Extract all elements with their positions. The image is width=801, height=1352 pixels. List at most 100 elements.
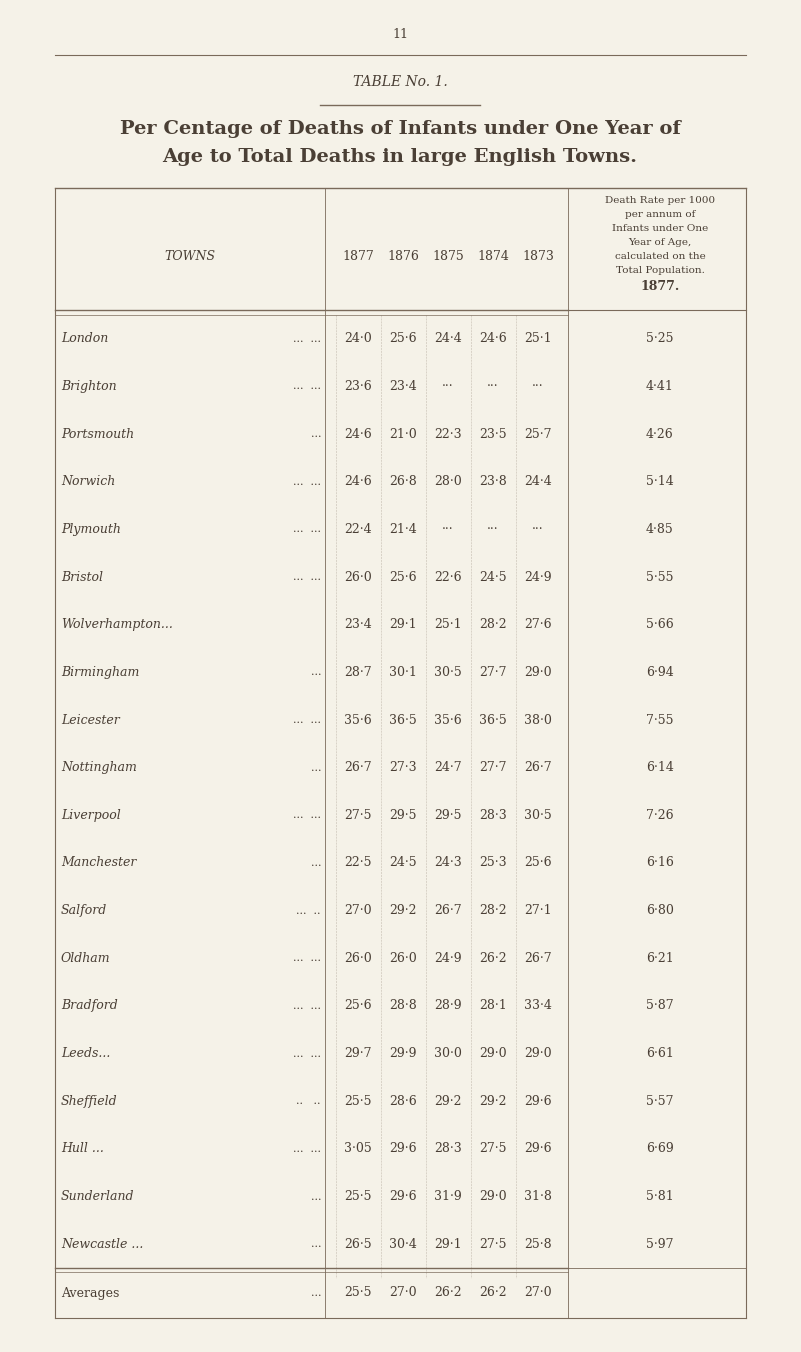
- Text: 28·2: 28·2: [479, 904, 507, 917]
- Text: Bristol: Bristol: [61, 571, 103, 584]
- Text: 26·0: 26·0: [389, 952, 417, 965]
- Text: 26·0: 26·0: [344, 952, 372, 965]
- Text: 26·0: 26·0: [344, 571, 372, 584]
- Text: 27·3: 27·3: [389, 761, 417, 775]
- Text: 29·5: 29·5: [434, 808, 461, 822]
- Text: 1877: 1877: [342, 250, 374, 264]
- Text: 6·80: 6·80: [646, 904, 674, 917]
- Text: Oldham: Oldham: [61, 952, 111, 965]
- Text: 30·5: 30·5: [434, 667, 462, 679]
- Text: 27·6: 27·6: [524, 618, 552, 631]
- Text: ...: ...: [311, 1288, 321, 1298]
- Text: 25·6: 25·6: [389, 333, 417, 345]
- Text: 27·5: 27·5: [344, 808, 372, 822]
- Text: 26·2: 26·2: [479, 1287, 507, 1299]
- Text: 28·1: 28·1: [479, 999, 507, 1013]
- Text: 1876: 1876: [387, 250, 419, 264]
- Text: per annum of: per annum of: [625, 210, 695, 219]
- Text: 30·4: 30·4: [389, 1237, 417, 1251]
- Text: 36·5: 36·5: [389, 714, 417, 726]
- Text: 31·8: 31·8: [524, 1190, 552, 1203]
- Text: ···: ···: [442, 523, 454, 535]
- Text: 24·0: 24·0: [344, 333, 372, 345]
- Text: 35·6: 35·6: [434, 714, 462, 726]
- Text: 24·9: 24·9: [524, 571, 552, 584]
- Text: 27·7: 27·7: [479, 667, 507, 679]
- Text: 27·5: 27·5: [479, 1237, 507, 1251]
- Text: 23·4: 23·4: [389, 380, 417, 393]
- Text: ...: ...: [311, 859, 321, 868]
- Text: 29·0: 29·0: [479, 1190, 507, 1203]
- Text: 29·6: 29·6: [524, 1142, 552, 1156]
- Text: 23·5: 23·5: [479, 427, 507, 441]
- Text: 23·4: 23·4: [344, 618, 372, 631]
- Text: 5·57: 5·57: [646, 1095, 674, 1107]
- Text: 6·16: 6·16: [646, 856, 674, 869]
- Text: ...  ...: ... ...: [293, 715, 321, 725]
- Text: 30·5: 30·5: [524, 808, 552, 822]
- Text: 22·3: 22·3: [434, 427, 462, 441]
- Text: Sheffield: Sheffield: [61, 1095, 118, 1107]
- Text: ···: ···: [442, 380, 454, 393]
- Text: ...  ...: ... ...: [293, 1049, 321, 1059]
- Text: ...  ...: ... ...: [293, 477, 321, 487]
- Text: 25·1: 25·1: [524, 333, 552, 345]
- Text: 31·9: 31·9: [434, 1190, 462, 1203]
- Text: Leeds...: Leeds...: [61, 1046, 111, 1060]
- Text: 28·9: 28·9: [434, 999, 462, 1013]
- Text: 4·41: 4·41: [646, 380, 674, 393]
- Text: 6·14: 6·14: [646, 761, 674, 775]
- Text: 5·97: 5·97: [646, 1237, 674, 1251]
- Text: ...: ...: [311, 763, 321, 773]
- Text: 24·3: 24·3: [434, 856, 462, 869]
- Text: 35·6: 35·6: [344, 714, 372, 726]
- Text: TABLE No. 1.: TABLE No. 1.: [352, 74, 448, 89]
- Text: 25·5: 25·5: [344, 1190, 372, 1203]
- Text: TOWNS: TOWNS: [164, 250, 215, 264]
- Text: Newcastle ...: Newcastle ...: [61, 1237, 143, 1251]
- Text: Plymouth: Plymouth: [61, 523, 121, 535]
- Text: 22·6: 22·6: [434, 571, 462, 584]
- Text: Manchester: Manchester: [61, 856, 136, 869]
- Text: 27·0: 27·0: [344, 904, 372, 917]
- Text: 28·6: 28·6: [389, 1095, 417, 1107]
- Text: 28·3: 28·3: [434, 1142, 462, 1156]
- Text: 28·2: 28·2: [479, 618, 507, 631]
- Text: 26·7: 26·7: [524, 761, 552, 775]
- Text: 1874: 1874: [477, 250, 509, 264]
- Text: ...  ...: ... ...: [293, 953, 321, 963]
- Text: 29·9: 29·9: [389, 1046, 417, 1060]
- Text: 26·2: 26·2: [434, 1287, 462, 1299]
- Text: 27·0: 27·0: [389, 1287, 417, 1299]
- Text: Total Population.: Total Population.: [615, 266, 704, 274]
- Text: 26·8: 26·8: [389, 476, 417, 488]
- Text: 30·0: 30·0: [434, 1046, 462, 1060]
- Text: 7·55: 7·55: [646, 714, 674, 726]
- Text: 24·6: 24·6: [479, 333, 507, 345]
- Text: Sunderland: Sunderland: [61, 1190, 135, 1203]
- Text: 1877.: 1877.: [640, 280, 679, 293]
- Text: 27·0: 27·0: [524, 1287, 552, 1299]
- Text: 4·26: 4·26: [646, 427, 674, 441]
- Text: ...: ...: [311, 1191, 321, 1202]
- Text: 6·21: 6·21: [646, 952, 674, 965]
- Text: 11: 11: [392, 28, 408, 41]
- Text: 27·5: 27·5: [479, 1142, 507, 1156]
- Text: 27·7: 27·7: [479, 761, 507, 775]
- Text: ...  ...: ... ...: [293, 1144, 321, 1153]
- Text: 5·14: 5·14: [646, 476, 674, 488]
- Text: 22·5: 22·5: [344, 856, 372, 869]
- Text: Brighton: Brighton: [61, 380, 117, 393]
- Text: ...  ...: ... ...: [293, 381, 321, 392]
- Text: 24·5: 24·5: [479, 571, 507, 584]
- Text: Portsmouth: Portsmouth: [61, 427, 134, 441]
- Text: Hull ...: Hull ...: [61, 1142, 104, 1156]
- Text: 29·2: 29·2: [479, 1095, 507, 1107]
- Text: Wolverhampton...: Wolverhampton...: [61, 618, 173, 631]
- Text: 25·5: 25·5: [344, 1095, 372, 1107]
- Text: 5·87: 5·87: [646, 999, 674, 1013]
- Text: 28·7: 28·7: [344, 667, 372, 679]
- Text: ...  ...: ... ...: [293, 810, 321, 821]
- Text: Nottingham: Nottingham: [61, 761, 137, 775]
- Text: 3·05: 3·05: [344, 1142, 372, 1156]
